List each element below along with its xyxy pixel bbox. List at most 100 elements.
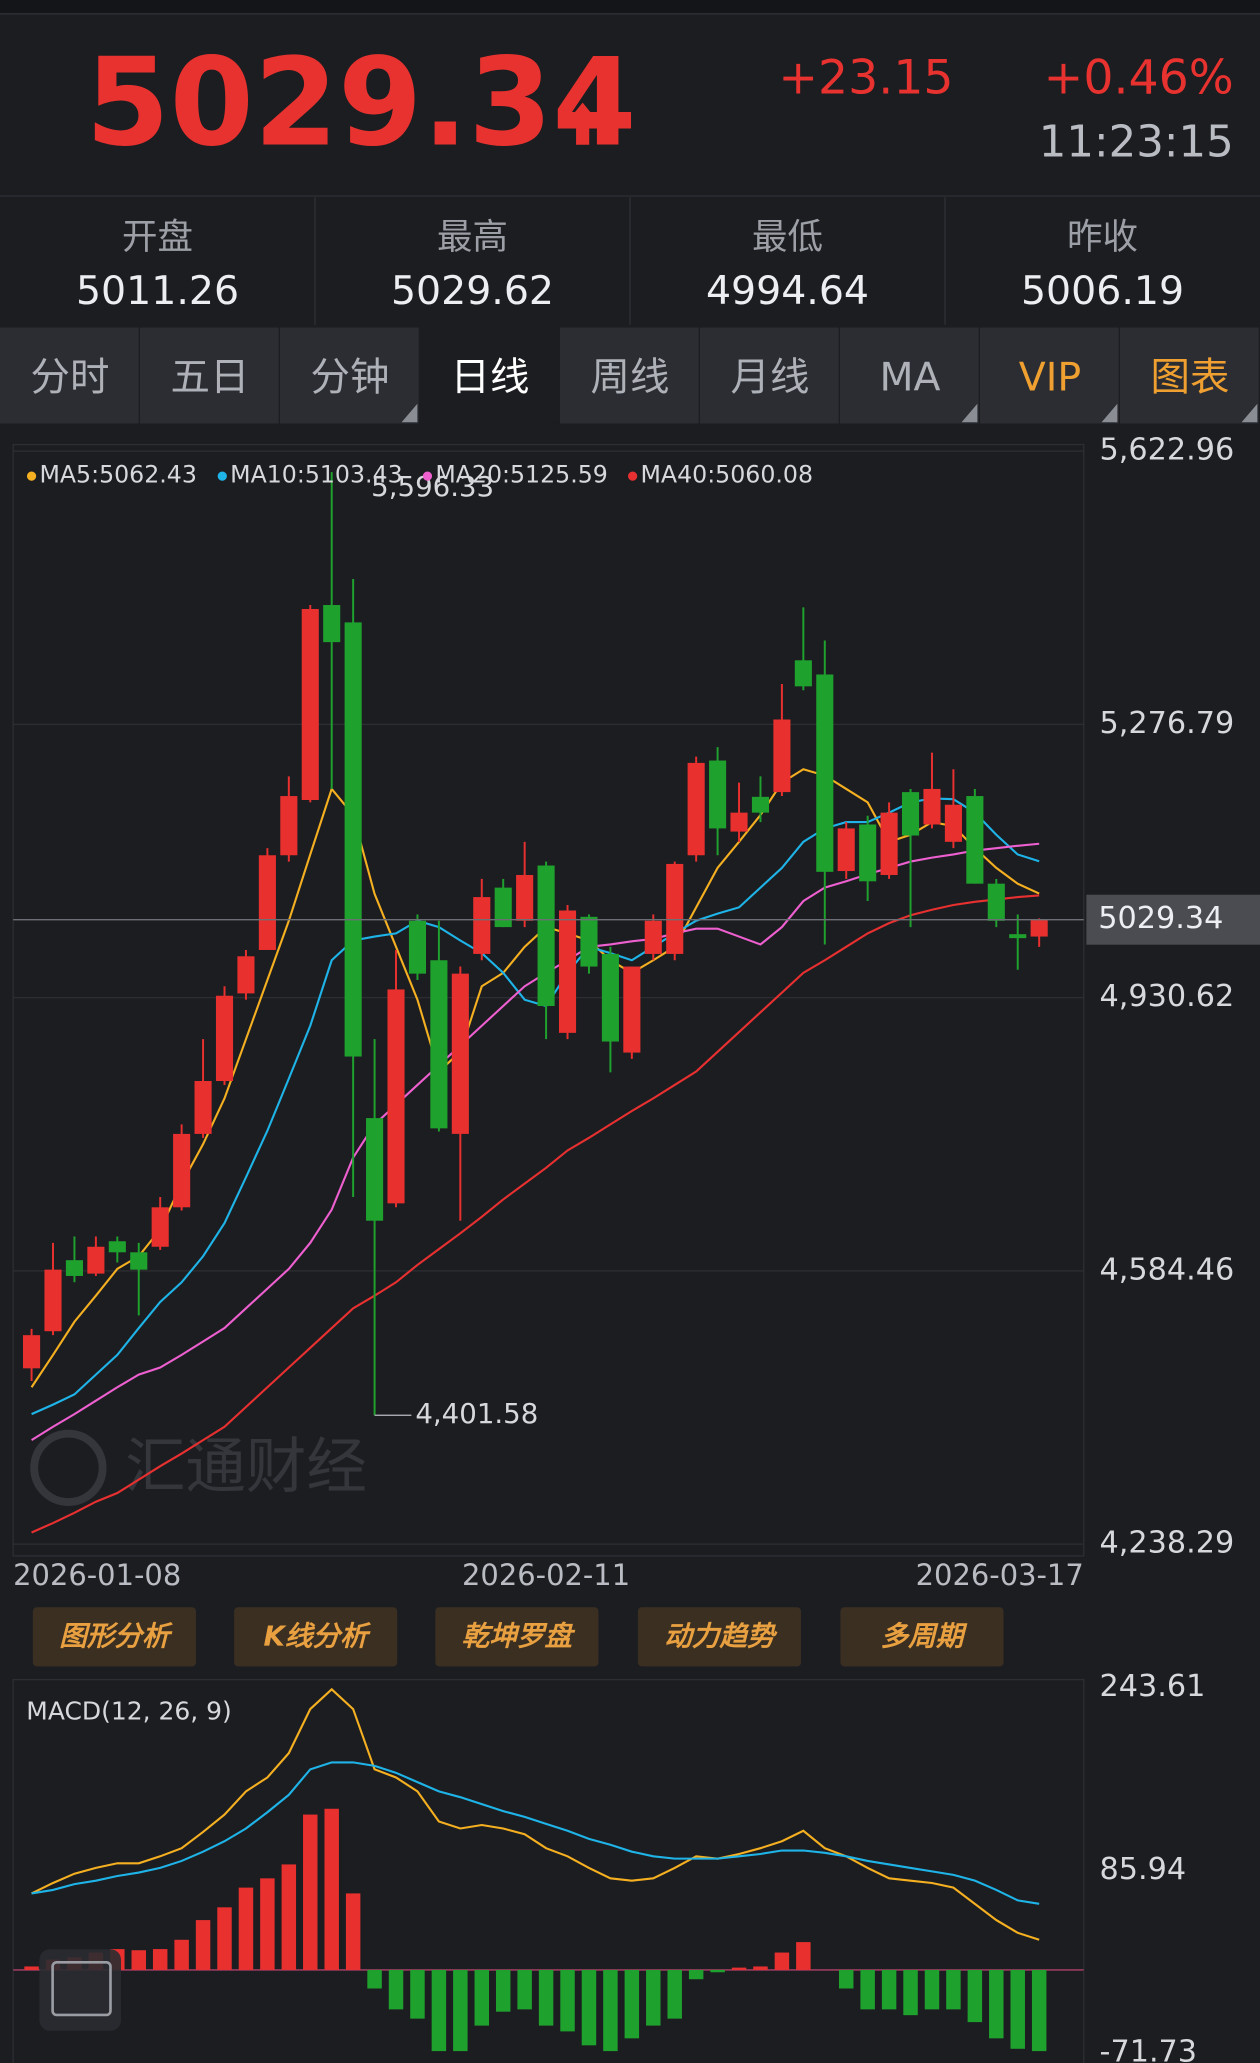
candle-body <box>623 966 641 1053</box>
analysis-button[interactable] <box>840 1607 1004 1667</box>
candle-body <box>537 865 555 1007</box>
candle-body <box>301 608 319 801</box>
analysis-button[interactable] <box>637 1607 801 1667</box>
candle-body <box>580 916 598 967</box>
candle-body <box>709 760 727 829</box>
candle-body <box>644 920 662 954</box>
macd-line <box>31 1687 1040 1941</box>
macd-bar <box>324 1808 339 1970</box>
macd-bar <box>217 1907 232 1970</box>
candle-body <box>23 1335 41 1369</box>
macd-bar <box>367 1969 382 1989</box>
macd-bar <box>238 1887 254 1970</box>
price-change-pct: +0.46% <box>1044 50 1234 105</box>
tab[interactable] <box>0 327 139 424</box>
stat-value: 5029.62 <box>391 268 554 314</box>
macd-bar <box>388 1969 404 2010</box>
candle-body <box>751 796 770 813</box>
macd-chart: MACD(12, 26, 9) 243.61 85.94 -71.73 <box>13 1669 1205 2063</box>
min-label: 4,401.58 <box>415 1397 538 1430</box>
stats-row: 开盘 5011.26 最高 5029.62 最低 4994.64 昨收 5006.19 <box>76 197 1184 325</box>
tab[interactable] <box>420 327 559 424</box>
macd-bar <box>903 1969 918 2016</box>
macd-bar <box>924 1969 940 2010</box>
tab-label: VIP <box>1019 355 1081 401</box>
candle-body <box>258 855 276 950</box>
candle-body <box>323 605 341 643</box>
y-tick-label: 85.94 <box>1100 1852 1187 1887</box>
tab[interactable] <box>280 327 419 424</box>
candle-body <box>473 897 491 954</box>
macd-bar <box>753 1966 768 1970</box>
ma-line <box>31 894 1040 1534</box>
macd-bar <box>303 1814 318 1970</box>
y-tick-label: 5,276.79 <box>1100 706 1235 741</box>
tab-label: 周线 <box>591 355 670 401</box>
x-tick-label: 2026-01-08 <box>13 1558 181 1592</box>
tab-label: 分钟 <box>311 355 390 401</box>
macd-bar <box>989 1969 1004 2039</box>
candle-body <box>601 953 619 1042</box>
analysis-button[interactable] <box>234 1607 398 1667</box>
candle-body <box>44 1269 62 1332</box>
current-price-label: 5029.34 <box>1098 901 1223 936</box>
candle-body <box>65 1260 83 1276</box>
macd-bar <box>24 1966 39 1970</box>
macd-bar <box>731 1967 747 1970</box>
y-tick-label: -71.73 <box>1100 2035 1198 2063</box>
tab[interactable] <box>560 327 699 424</box>
candle-body <box>794 660 812 687</box>
candle-body <box>215 995 234 1082</box>
tab[interactable] <box>840 327 979 424</box>
watermark: 汇通财经 <box>125 1432 367 1502</box>
tab[interactable] <box>979 327 1119 424</box>
tab[interactable] <box>140 327 279 424</box>
analysis-button-label: 多周期 <box>881 1619 968 1652</box>
candle-body <box>944 804 962 842</box>
macd-bar <box>517 1969 532 2010</box>
macd-bar <box>667 1969 682 2019</box>
analysis-button[interactable] <box>435 1607 599 1667</box>
macd-bar <box>152 1949 168 1970</box>
macd-bar <box>774 1952 790 1970</box>
update-time: 11:23:15 <box>1039 118 1234 168</box>
legend-dot <box>628 471 638 481</box>
macd-bar <box>838 1969 854 1989</box>
main-chart-frame <box>12 443 1085 1557</box>
screenshot-button[interactable] <box>39 1949 122 2031</box>
ma-line <box>31 797 1040 1416</box>
candle-body <box>130 1252 148 1270</box>
legend-dot <box>422 471 433 481</box>
macd-bar <box>431 1969 447 2052</box>
analysis-button-label: 图形分析 <box>59 1619 173 1652</box>
tab[interactable] <box>700 327 839 424</box>
candle-body <box>880 812 898 875</box>
watermark-logo <box>30 1429 107 1506</box>
candle-body <box>687 762 705 856</box>
stat-value: 5006.19 <box>1021 268 1184 314</box>
analysis-button-label: 乾坤罗盘 <box>462 1619 576 1652</box>
tab-label: 月线 <box>731 355 810 401</box>
ma-line <box>30 768 1040 1388</box>
macd-bar <box>195 1920 211 1970</box>
screenshot-icon <box>51 1961 112 2017</box>
macd-bar <box>131 1950 146 1970</box>
up-arrow <box>565 102 600 145</box>
candle-body <box>987 883 1005 921</box>
macd-bar <box>946 1969 961 2010</box>
macd-bar <box>453 1969 468 2052</box>
tab-label: MA <box>879 355 940 401</box>
macd-bar <box>474 1969 490 2026</box>
analysis-button[interactable] <box>32 1607 196 1667</box>
last-price: 5029.34 <box>85 33 636 174</box>
candle-body <box>87 1246 105 1274</box>
analysis-button-label: K线分析 <box>264 1619 372 1652</box>
tab[interactable] <box>1120 327 1259 424</box>
macd-bar <box>710 1969 725 1973</box>
y-tick-label: 243.61 <box>1100 1669 1206 1704</box>
stat-label: 最低 <box>752 217 823 258</box>
tab-label: 日线 <box>451 355 530 401</box>
candle-body <box>151 1207 169 1247</box>
